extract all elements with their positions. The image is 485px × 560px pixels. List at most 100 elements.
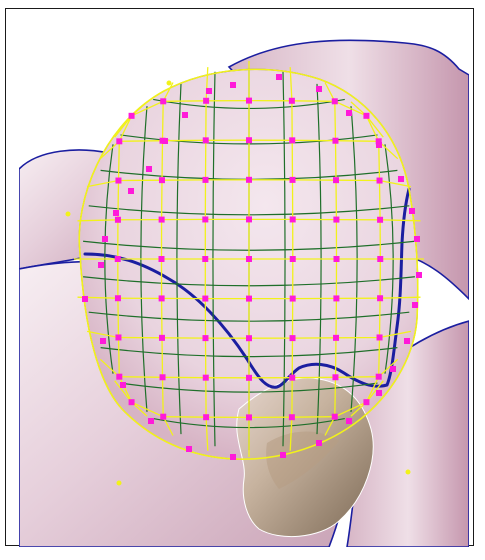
square-handle-icon[interactable] bbox=[246, 137, 252, 144]
mesh-warp-canvas[interactable] bbox=[19, 29, 469, 547]
square-handle-icon[interactable] bbox=[202, 256, 209, 262]
square-handle-icon[interactable] bbox=[146, 166, 152, 172]
dot-icon[interactable] bbox=[65, 211, 71, 217]
square-handle-icon[interactable] bbox=[363, 399, 370, 406]
square-handle-icon[interactable] bbox=[115, 334, 122, 341]
square-handle-icon[interactable] bbox=[332, 137, 339, 144]
square-handle-icon[interactable] bbox=[289, 216, 296, 223]
square-handle-icon[interactable] bbox=[377, 216, 384, 223]
square-handle-icon[interactable] bbox=[377, 295, 384, 302]
square-handle-icon[interactable] bbox=[98, 262, 104, 268]
square-handle-icon[interactable] bbox=[158, 334, 165, 341]
square-handle-icon[interactable] bbox=[102, 236, 108, 242]
square-handle-icon[interactable] bbox=[148, 418, 154, 424]
square-handle-icon[interactable] bbox=[82, 296, 88, 302]
square-handle-icon[interactable] bbox=[182, 112, 188, 118]
square-handle-icon[interactable] bbox=[246, 295, 252, 302]
square-handle-icon[interactable] bbox=[202, 374, 209, 381]
square-handle-icon[interactable] bbox=[404, 338, 410, 344]
image-viewport[interactable] bbox=[19, 29, 469, 547]
square-handle-icon[interactable] bbox=[160, 98, 167, 105]
square-handle-icon[interactable] bbox=[128, 188, 134, 194]
square-handle-icon[interactable] bbox=[331, 98, 338, 105]
square-handle-icon[interactable] bbox=[333, 256, 340, 262]
square-handle-icon[interactable] bbox=[390, 366, 396, 372]
square-handle-icon[interactable] bbox=[128, 112, 135, 119]
square-handle-icon[interactable] bbox=[230, 454, 236, 460]
square-handle-icon[interactable] bbox=[316, 440, 322, 446]
square-handle-icon[interactable] bbox=[376, 142, 382, 148]
square-handle-icon[interactable] bbox=[128, 399, 135, 406]
square-handle-icon[interactable] bbox=[120, 382, 126, 388]
square-handle-icon[interactable] bbox=[331, 413, 338, 420]
square-handle-icon[interactable] bbox=[289, 176, 296, 183]
square-handle-icon[interactable] bbox=[316, 86, 322, 92]
square-handle-icon[interactable] bbox=[160, 413, 167, 420]
square-handle-icon[interactable] bbox=[246, 256, 252, 262]
square-handle-icon[interactable] bbox=[203, 414, 210, 421]
square-handle-icon[interactable] bbox=[376, 334, 383, 341]
square-handle-icon[interactable] bbox=[280, 452, 286, 458]
square-handle-icon[interactable] bbox=[116, 373, 123, 380]
square-handle-icon[interactable] bbox=[203, 97, 210, 104]
square-handle-icon[interactable] bbox=[159, 374, 166, 381]
square-handle-icon[interactable] bbox=[289, 256, 296, 262]
square-handle-icon[interactable] bbox=[113, 210, 119, 216]
square-handle-icon[interactable] bbox=[333, 177, 340, 184]
square-handle-icon[interactable] bbox=[114, 216, 121, 223]
square-handle-icon[interactable] bbox=[289, 374, 296, 381]
square-handle-icon[interactable] bbox=[230, 82, 236, 88]
square-handle-icon[interactable] bbox=[202, 176, 209, 183]
square-handle-icon[interactable] bbox=[414, 236, 420, 242]
dot-icon[interactable] bbox=[405, 469, 411, 475]
square-handle-icon[interactable] bbox=[409, 208, 415, 214]
square-handle-icon[interactable] bbox=[158, 256, 165, 262]
square-handle-icon[interactable] bbox=[115, 177, 122, 184]
square-handle-icon[interactable] bbox=[158, 216, 165, 223]
square-handle-icon[interactable] bbox=[346, 110, 352, 116]
square-handle-icon[interactable] bbox=[288, 97, 295, 104]
square-handle-icon[interactable] bbox=[246, 374, 252, 381]
square-handle-icon[interactable] bbox=[114, 256, 121, 262]
square-handle-icon[interactable] bbox=[246, 97, 252, 104]
square-handle-icon[interactable] bbox=[288, 414, 295, 421]
square-handle-icon[interactable] bbox=[363, 112, 370, 119]
control-points[interactable] bbox=[82, 74, 422, 460]
square-handle-icon[interactable] bbox=[246, 176, 252, 183]
dot-icon[interactable] bbox=[116, 480, 122, 486]
square-handle-icon[interactable] bbox=[398, 176, 404, 182]
warp-boundary[interactable] bbox=[78, 68, 419, 461]
square-handle-icon[interactable] bbox=[416, 272, 422, 278]
square-handle-icon[interactable] bbox=[202, 137, 209, 144]
square-handle-icon[interactable] bbox=[377, 256, 384, 262]
square-handle-icon[interactable] bbox=[100, 338, 106, 344]
square-handle-icon[interactable] bbox=[202, 335, 209, 342]
square-handle-icon[interactable] bbox=[346, 418, 352, 424]
square-handle-icon[interactable] bbox=[158, 177, 165, 184]
dot-icon[interactable] bbox=[166, 80, 172, 86]
square-handle-icon[interactable] bbox=[289, 295, 296, 302]
square-handle-icon[interactable] bbox=[246, 414, 252, 421]
square-handle-icon[interactable] bbox=[376, 177, 383, 184]
square-handle-icon[interactable] bbox=[116, 138, 123, 145]
square-handle-icon[interactable] bbox=[186, 446, 192, 452]
square-handle-icon[interactable] bbox=[332, 374, 339, 381]
square-handle-icon[interactable] bbox=[202, 216, 209, 223]
square-handle-icon[interactable] bbox=[206, 88, 212, 94]
square-handle-icon[interactable] bbox=[333, 295, 340, 302]
square-handle-icon[interactable] bbox=[202, 295, 209, 302]
square-handle-icon[interactable] bbox=[289, 137, 296, 144]
square-handle-icon[interactable] bbox=[246, 216, 252, 223]
square-handle-icon[interactable] bbox=[412, 302, 418, 308]
square-handle-icon[interactable] bbox=[289, 335, 296, 342]
square-handle-icon[interactable] bbox=[375, 373, 382, 380]
square-handle-icon[interactable] bbox=[333, 334, 340, 341]
square-handle-icon[interactable] bbox=[246, 335, 252, 342]
square-handle-icon[interactable] bbox=[376, 390, 382, 396]
square-handle-icon[interactable] bbox=[276, 74, 282, 80]
square-handle-icon[interactable] bbox=[333, 216, 340, 223]
square-handle-icon[interactable] bbox=[114, 295, 121, 302]
square-handle-icon[interactable] bbox=[162, 138, 168, 144]
square-handle-icon[interactable] bbox=[158, 295, 165, 302]
square-handle-icon[interactable] bbox=[375, 138, 382, 145]
